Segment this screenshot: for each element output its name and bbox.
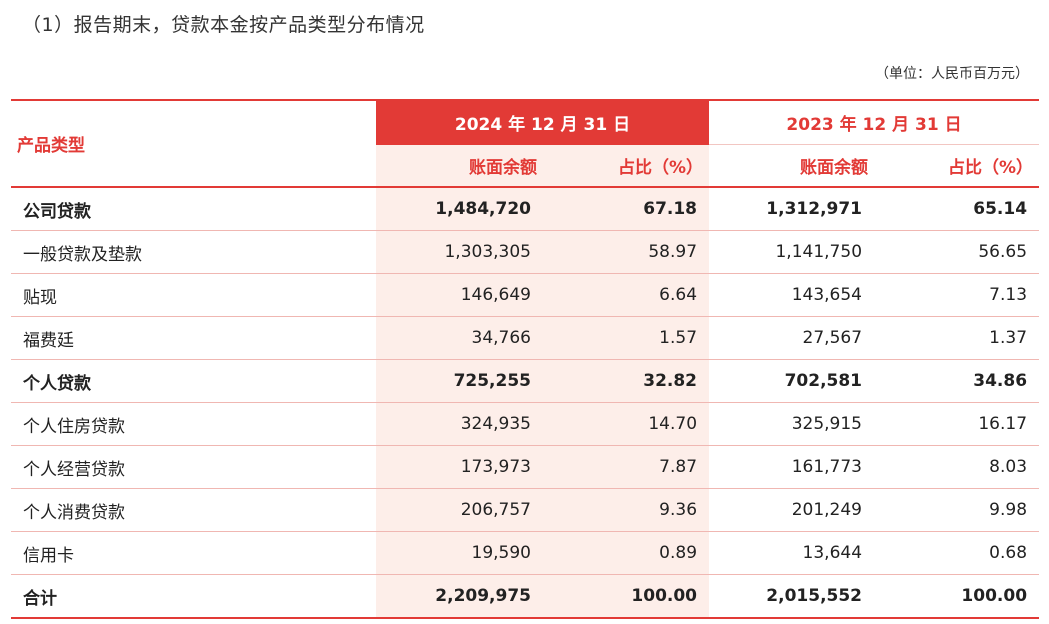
balance-2023-cell: 27,567 bbox=[709, 316, 875, 360]
ratio-2023-cell: 9.98 bbox=[874, 488, 1040, 532]
table-row: 信用卡 19,590 0.89 13,644 0.68 bbox=[11, 531, 1040, 575]
ratio-2023-cell: 16.17 bbox=[874, 402, 1040, 446]
row-label: 福费廷 bbox=[11, 316, 376, 360]
balance-2024-cell: 206,757 bbox=[376, 488, 543, 532]
ratio-2023-cell: 34.86 bbox=[874, 359, 1040, 403]
balance-2024-cell: 725,255 bbox=[376, 359, 543, 403]
ratio-2024-cell: 7.87 bbox=[543, 445, 710, 489]
table-row: 个人贷款 725,255 32.82 702,581 34.86 bbox=[11, 359, 1040, 403]
balance-2024-cell: 173,973 bbox=[376, 445, 543, 489]
header-year-2023: 2023 年 12 月 31 日 bbox=[709, 100, 1040, 145]
balance-2023-cell: 325,915 bbox=[709, 402, 875, 446]
row-label: 个人经营贷款 bbox=[11, 445, 376, 489]
header-ratio-2023: 占比（%） bbox=[874, 144, 1040, 188]
ratio-2024-cell: 1.57 bbox=[543, 316, 710, 360]
row-label: 个人贷款 bbox=[11, 359, 376, 403]
balance-2024-cell: 2,209,975 bbox=[376, 574, 543, 619]
balance-2024-cell: 324,935 bbox=[376, 402, 543, 446]
balance-2024-cell: 1,303,305 bbox=[376, 230, 543, 274]
header-ratio-2024: 占比（%） bbox=[543, 144, 710, 188]
ratio-2024-cell: 32.82 bbox=[543, 359, 710, 403]
ratio-2024-cell: 67.18 bbox=[543, 187, 710, 231]
balance-2023-cell: 2,015,552 bbox=[709, 574, 875, 619]
balance-2023-cell: 143,654 bbox=[709, 273, 875, 317]
ratio-2024-cell: 6.64 bbox=[543, 273, 710, 317]
ratio-2024-cell: 100.00 bbox=[543, 574, 710, 619]
table-row: 一般贷款及垫款 1,303,305 58.97 1,141,750 56.65 bbox=[11, 230, 1040, 274]
balance-2024-cell: 34,766 bbox=[376, 316, 543, 360]
header-year-2024: 2024 年 12 月 31 日 bbox=[376, 100, 710, 145]
balance-2023-cell: 1,312,971 bbox=[709, 187, 875, 231]
ratio-2023-cell: 0.68 bbox=[874, 531, 1040, 575]
ratio-2024-cell: 0.89 bbox=[543, 531, 710, 575]
balance-2023-cell: 13,644 bbox=[709, 531, 875, 575]
section-title: （1）报告期末，贷款本金按产品类型分布情况 bbox=[22, 14, 425, 36]
table-row: 个人消费贷款 206,757 9.36 201,249 9.98 bbox=[11, 488, 1040, 532]
ratio-2023-cell: 7.13 bbox=[874, 273, 1040, 317]
table-row: 福费廷 34,766 1.57 27,567 1.37 bbox=[11, 316, 1040, 360]
row-label: 贴现 bbox=[11, 273, 376, 317]
total-row: 合计 2,209,975 100.00 2,015,552 100.00 bbox=[11, 574, 1040, 619]
table-row: 个人住房贷款 324,935 14.70 325,915 16.17 bbox=[11, 402, 1040, 446]
balance-2024-cell: 146,649 bbox=[376, 273, 543, 317]
row-label: 公司贷款 bbox=[11, 187, 376, 231]
balance-2024-cell: 1,484,720 bbox=[376, 187, 543, 231]
ratio-2023-cell: 56.65 bbox=[874, 230, 1040, 274]
row-label: 合计 bbox=[11, 574, 376, 619]
header-balance-2023: 账面余额 bbox=[709, 144, 875, 188]
loan-distribution-table: 产品类型 2024 年 12 月 31 日 2023 年 12 月 31 日 账… bbox=[11, 99, 1040, 619]
balance-2023-cell: 702,581 bbox=[709, 359, 875, 403]
header-product-type: 产品类型 bbox=[11, 100, 376, 188]
balance-2023-cell: 1,141,750 bbox=[709, 230, 875, 274]
ratio-2024-cell: 9.36 bbox=[543, 488, 710, 532]
table-row: 贴现 146,649 6.64 143,654 7.13 bbox=[11, 273, 1040, 317]
balance-2023-cell: 161,773 bbox=[709, 445, 875, 489]
ratio-2024-cell: 14.70 bbox=[543, 402, 710, 446]
ratio-2024-cell: 58.97 bbox=[543, 230, 710, 274]
balance-2024-cell: 19,590 bbox=[376, 531, 543, 575]
row-label: 个人住房贷款 bbox=[11, 402, 376, 446]
ratio-2023-cell: 8.03 bbox=[874, 445, 1040, 489]
row-label: 一般贷款及垫款 bbox=[11, 230, 376, 274]
header-balance-2024: 账面余额 bbox=[376, 144, 543, 188]
row-label: 信用卡 bbox=[11, 531, 376, 575]
ratio-2023-cell: 1.37 bbox=[874, 316, 1040, 360]
ratio-2023-cell: 100.00 bbox=[874, 574, 1040, 619]
ratio-2023-cell: 65.14 bbox=[874, 187, 1040, 231]
unit-note: （单位：人民币百万元） bbox=[875, 66, 1029, 82]
row-label: 个人消费贷款 bbox=[11, 488, 376, 532]
balance-2023-cell: 201,249 bbox=[709, 488, 875, 532]
table-row: 公司贷款 1,484,720 67.18 1,312,971 65.14 bbox=[11, 187, 1040, 231]
table-row: 个人经营贷款 173,973 7.87 161,773 8.03 bbox=[11, 445, 1040, 489]
